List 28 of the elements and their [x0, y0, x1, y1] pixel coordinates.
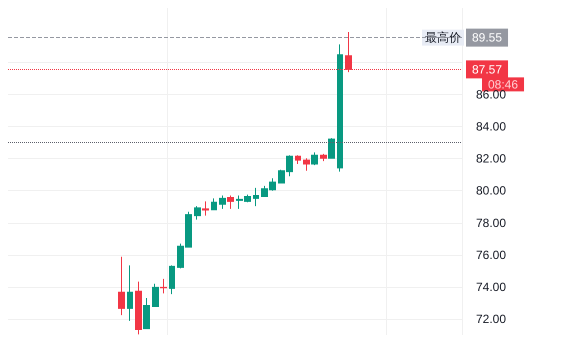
candlestick — [152, 283, 159, 307]
candlestick — [303, 158, 310, 172]
candlestick — [337, 44, 343, 172]
candlestick — [295, 154, 301, 164]
candlestick — [311, 152, 318, 166]
candlestick — [328, 138, 335, 159]
candlestick — [253, 187, 259, 207]
candlestick — [160, 278, 167, 294]
candlestick — [127, 264, 133, 322]
ref-line-label: 87.57 — [472, 62, 502, 76]
y-tick-label: 74.00 — [476, 280, 506, 294]
y-tick-label: 80.00 — [476, 184, 506, 198]
y-tick-label: 78.00 — [476, 216, 506, 230]
candlestick — [194, 206, 201, 220]
ref-line-label: 89.55 — [472, 30, 502, 45]
y-tick-label: 76.00 — [476, 248, 506, 262]
candlestick — [211, 198, 217, 210]
candlestick — [227, 195, 234, 210]
y-tick-label: 72.00 — [476, 312, 506, 326]
y-tick-label: 82.00 — [476, 152, 506, 166]
candlestick — [169, 264, 175, 295]
candlestick — [143, 297, 150, 330]
candlestick — [118, 256, 125, 316]
candlestick — [202, 200, 209, 216]
candlestick — [135, 281, 142, 335]
candlestick — [219, 195, 226, 210]
y-tick-label: 84.00 — [476, 120, 506, 134]
candlestick — [320, 153, 327, 162]
